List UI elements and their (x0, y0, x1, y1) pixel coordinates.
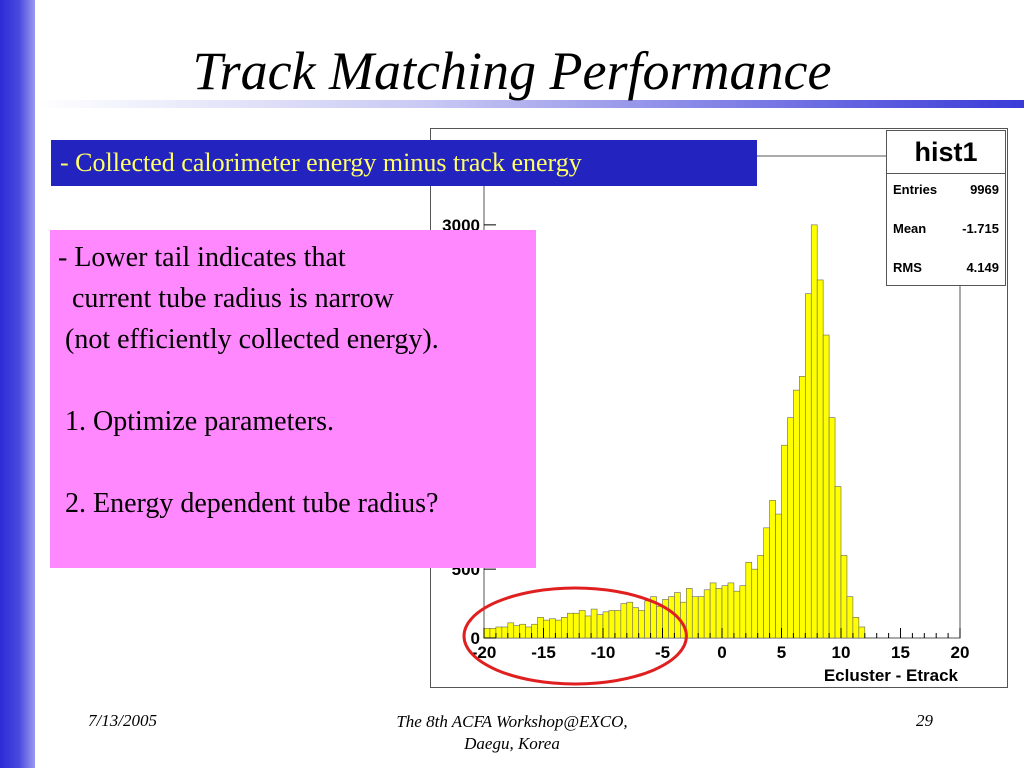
stats-mean-value: -1.715 (962, 221, 999, 236)
histogram-bar (858, 626, 866, 639)
x-axis-title: Ecluster - Etrack (824, 666, 959, 685)
histogram-bar (745, 561, 753, 639)
y-tick-label: 0 (471, 629, 480, 648)
x-tick-label: 0 (717, 643, 726, 662)
slide-title: Track Matching Performance (192, 41, 832, 101)
histogram-bar (572, 612, 580, 639)
histogram-bar (703, 589, 711, 639)
x-tick-label: -5 (655, 643, 670, 662)
histogram-bar (590, 608, 598, 639)
note-line: (not efficiently collected energy). (58, 324, 439, 355)
histogram-bar (608, 610, 616, 639)
stats-mean-row: Mean -1.715 (893, 221, 999, 236)
x-tick-label: -15 (531, 643, 556, 662)
left-accent-bar (0, 0, 35, 768)
histogram-bar (852, 617, 860, 639)
stats-mean-label: Mean (893, 221, 927, 236)
stats-rms-value: 4.149 (966, 260, 999, 275)
tail-highlight-ellipse (462, 586, 688, 686)
histogram-bar (769, 499, 776, 639)
stats-title: hist1 (887, 131, 1005, 174)
histogram-bar (543, 619, 550, 639)
stats-box: hist1 Entries 9969 Mean -1.715 RMS 4.149 (886, 130, 1006, 286)
stats-rms-row: RMS 4.149 (893, 260, 999, 275)
histogram-bar (822, 334, 830, 639)
x-tick-label: 15 (891, 643, 910, 662)
stats-rms-label: RMS (893, 260, 922, 275)
stats-entries-value: 9969 (970, 182, 999, 197)
histogram-bar (781, 444, 788, 639)
histogram-bar (578, 610, 586, 639)
histogram-bar (810, 224, 818, 639)
histogram-bar (828, 417, 836, 639)
x-tick-label: 5 (777, 643, 786, 662)
histogram-bar (757, 555, 764, 639)
histogram-bar (519, 623, 526, 639)
histogram-bar (668, 596, 675, 639)
histogram-bar (537, 617, 544, 639)
x-tick-label: -20 (472, 643, 497, 662)
page-number: 29 (916, 711, 933, 730)
histogram-bar (787, 417, 794, 639)
histogram-bar (804, 293, 812, 639)
histogram-bar (697, 596, 705, 639)
note-line: 2. Energy dependent tube radius? (58, 488, 439, 519)
histogram-bar (775, 513, 782, 639)
histogram-bar (733, 590, 741, 639)
histogram-bar (644, 600, 651, 639)
histogram-bar (507, 622, 515, 639)
note-line: current tube radius is narrow (58, 283, 394, 314)
histogram-bar (816, 279, 824, 639)
histogram-bar (632, 607, 639, 639)
x-tick-label: 10 (832, 643, 851, 662)
histogram-bar (727, 582, 735, 639)
histogram-bar (840, 555, 848, 639)
histogram-bar (721, 585, 729, 639)
footer-event: The 8th ACFA Workshop@EXCO, Daegu, Korea (300, 711, 724, 755)
histogram-bar (602, 611, 610, 639)
stats-entries-label: Entries (893, 182, 938, 197)
histogram-bar (793, 389, 800, 639)
histogram-bar (561, 617, 568, 639)
notes-box: - Lower tail indicates that current tube… (50, 230, 536, 568)
histogram-bar (715, 588, 723, 639)
histogram-bar (739, 585, 747, 639)
histogram-bar (846, 596, 854, 639)
histogram-bar (549, 618, 556, 639)
histogram-bar (691, 596, 699, 639)
histogram-bar (501, 626, 509, 639)
note-line: 1. Optimize parameters. (58, 406, 335, 437)
histogram-bar (555, 619, 562, 639)
histogram-bar (638, 610, 645, 639)
histogram-bar (709, 582, 717, 639)
histogram-bar (525, 626, 532, 639)
stats-entries-row: Entries 9969 (893, 182, 999, 197)
histogram-bar (489, 628, 497, 639)
histogram-bar (751, 568, 758, 639)
histogram-bar (513, 625, 520, 639)
note-line: - Lower tail indicates that (58, 242, 346, 273)
histogram-bar (584, 615, 592, 639)
footer-event-line1: The 8th ACFA Workshop@EXCO, (396, 712, 628, 731)
histogram-bar (799, 376, 806, 639)
x-tick-label: 20 (951, 643, 970, 662)
banner-caption: - Collected calorimeter energy minus tra… (51, 140, 757, 186)
histogram-bar (626, 601, 634, 639)
title-underline (35, 100, 1024, 108)
x-tick-label: -10 (591, 643, 616, 662)
histogram-bar (620, 603, 628, 639)
histogram-bar (834, 486, 842, 639)
plot-area (483, 155, 961, 639)
histogram-bar (567, 612, 574, 639)
histogram-bar (596, 614, 604, 639)
histogram-bar (483, 628, 491, 639)
footer-event-line2: Daegu, Korea (464, 734, 560, 753)
histogram-bar (495, 626, 503, 639)
histogram-bar (531, 623, 538, 639)
histogram-bar (656, 606, 663, 639)
histogram-bar (763, 527, 770, 639)
footer-date: 7/13/2005 (88, 711, 157, 730)
histogram-bar (614, 610, 622, 639)
